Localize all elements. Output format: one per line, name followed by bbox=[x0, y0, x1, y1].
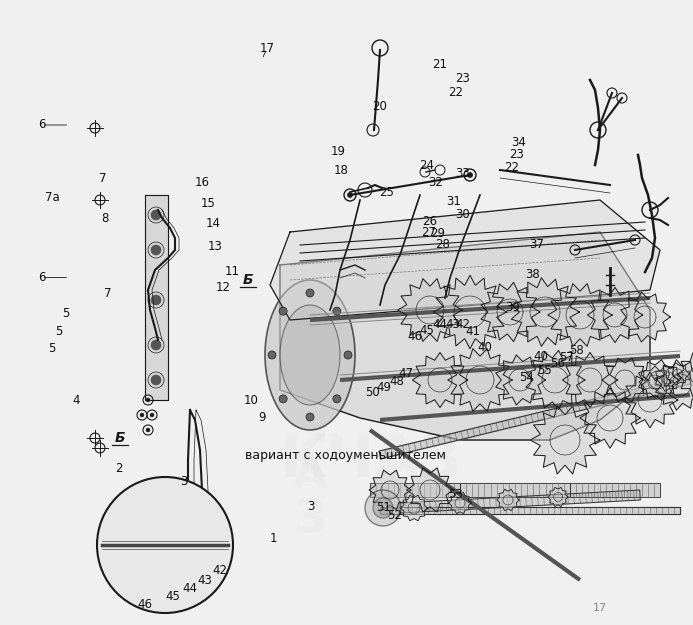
Text: 7а: 7а bbox=[44, 191, 60, 204]
Polygon shape bbox=[270, 200, 660, 320]
Text: вариант с ходоуменьшителем: вариант с ходоуменьшителем bbox=[245, 449, 446, 461]
Polygon shape bbox=[150, 539, 191, 581]
Text: 28: 28 bbox=[435, 239, 450, 251]
Text: 40: 40 bbox=[477, 341, 493, 354]
Text: 7: 7 bbox=[104, 288, 111, 300]
Text: 44: 44 bbox=[182, 582, 198, 596]
Polygon shape bbox=[460, 483, 570, 497]
Polygon shape bbox=[495, 355, 545, 405]
Text: Б: Б bbox=[114, 431, 125, 445]
Text: 45: 45 bbox=[419, 324, 435, 336]
Circle shape bbox=[347, 192, 353, 198]
Text: 17: 17 bbox=[593, 603, 607, 613]
Text: 11: 11 bbox=[225, 266, 240, 278]
Polygon shape bbox=[621, 292, 670, 342]
Circle shape bbox=[333, 307, 341, 315]
Text: 45: 45 bbox=[166, 591, 180, 604]
Polygon shape bbox=[398, 279, 462, 341]
Text: 21: 21 bbox=[432, 59, 448, 71]
Text: 27: 27 bbox=[421, 226, 436, 239]
Text: 18: 18 bbox=[333, 164, 349, 176]
Text: 51: 51 bbox=[376, 501, 391, 514]
Polygon shape bbox=[380, 506, 680, 514]
Polygon shape bbox=[548, 488, 568, 507]
Text: 47: 47 bbox=[398, 368, 414, 380]
Text: К: К bbox=[292, 364, 328, 406]
Text: 12: 12 bbox=[216, 281, 231, 294]
Circle shape bbox=[344, 351, 352, 359]
Polygon shape bbox=[563, 352, 617, 408]
Circle shape bbox=[468, 173, 473, 178]
Text: 37: 37 bbox=[529, 239, 545, 251]
Text: 34: 34 bbox=[511, 136, 526, 149]
Circle shape bbox=[97, 477, 233, 613]
Polygon shape bbox=[656, 364, 682, 391]
Text: 54: 54 bbox=[519, 371, 534, 384]
Text: 5: 5 bbox=[62, 308, 69, 320]
Text: КЧАЗ: КЧАЗ bbox=[279, 431, 461, 489]
Text: 2: 2 bbox=[116, 462, 123, 475]
Polygon shape bbox=[668, 363, 690, 385]
Polygon shape bbox=[134, 525, 166, 555]
Text: 24: 24 bbox=[419, 159, 434, 172]
Text: 10: 10 bbox=[243, 394, 258, 406]
Polygon shape bbox=[145, 195, 168, 400]
Text: 3: 3 bbox=[180, 475, 187, 488]
Text: 46: 46 bbox=[137, 599, 152, 611]
Circle shape bbox=[365, 490, 401, 526]
Text: 4: 4 bbox=[73, 394, 80, 406]
Text: 22: 22 bbox=[448, 86, 464, 99]
Text: 29: 29 bbox=[430, 228, 446, 240]
Ellipse shape bbox=[280, 305, 340, 405]
Circle shape bbox=[151, 295, 161, 305]
Text: 39: 39 bbox=[505, 301, 520, 314]
Text: 42: 42 bbox=[455, 319, 471, 331]
Polygon shape bbox=[369, 470, 411, 510]
Text: 46: 46 bbox=[407, 330, 422, 342]
Text: 52: 52 bbox=[387, 509, 403, 522]
Text: 53: 53 bbox=[448, 489, 464, 501]
Circle shape bbox=[268, 351, 276, 359]
Polygon shape bbox=[370, 483, 460, 497]
Polygon shape bbox=[580, 388, 640, 448]
Text: 3: 3 bbox=[307, 500, 314, 512]
Circle shape bbox=[306, 413, 314, 421]
Text: 43: 43 bbox=[198, 574, 213, 586]
Polygon shape bbox=[481, 282, 540, 342]
Text: 58: 58 bbox=[569, 344, 584, 356]
Polygon shape bbox=[449, 492, 471, 514]
Polygon shape bbox=[638, 359, 678, 401]
Polygon shape bbox=[412, 352, 468, 408]
Text: З: З bbox=[295, 499, 326, 541]
Polygon shape bbox=[622, 372, 678, 428]
Text: 15: 15 bbox=[200, 198, 216, 210]
Text: 33: 33 bbox=[455, 168, 471, 180]
Text: 8: 8 bbox=[102, 213, 109, 225]
Circle shape bbox=[151, 210, 161, 220]
Text: 40: 40 bbox=[533, 350, 548, 362]
Text: 14: 14 bbox=[206, 217, 221, 230]
Text: 5: 5 bbox=[49, 342, 55, 355]
Circle shape bbox=[279, 307, 287, 315]
Polygon shape bbox=[570, 483, 660, 497]
Polygon shape bbox=[547, 284, 612, 346]
Text: 7: 7 bbox=[99, 172, 106, 184]
Polygon shape bbox=[132, 529, 182, 578]
Text: 30: 30 bbox=[455, 209, 471, 221]
Text: 32: 32 bbox=[428, 176, 443, 189]
Text: 6: 6 bbox=[38, 271, 45, 284]
Circle shape bbox=[306, 289, 314, 297]
Polygon shape bbox=[530, 406, 600, 474]
Polygon shape bbox=[602, 358, 648, 402]
Circle shape bbox=[140, 413, 144, 417]
Text: 16: 16 bbox=[195, 176, 210, 189]
Polygon shape bbox=[526, 351, 585, 409]
Text: 49: 49 bbox=[376, 381, 392, 394]
Text: 19: 19 bbox=[331, 146, 346, 158]
Text: 23: 23 bbox=[455, 72, 471, 85]
Text: 44: 44 bbox=[432, 319, 448, 331]
Polygon shape bbox=[401, 495, 428, 521]
Text: А: А bbox=[292, 454, 327, 496]
Text: 13: 13 bbox=[207, 241, 222, 253]
